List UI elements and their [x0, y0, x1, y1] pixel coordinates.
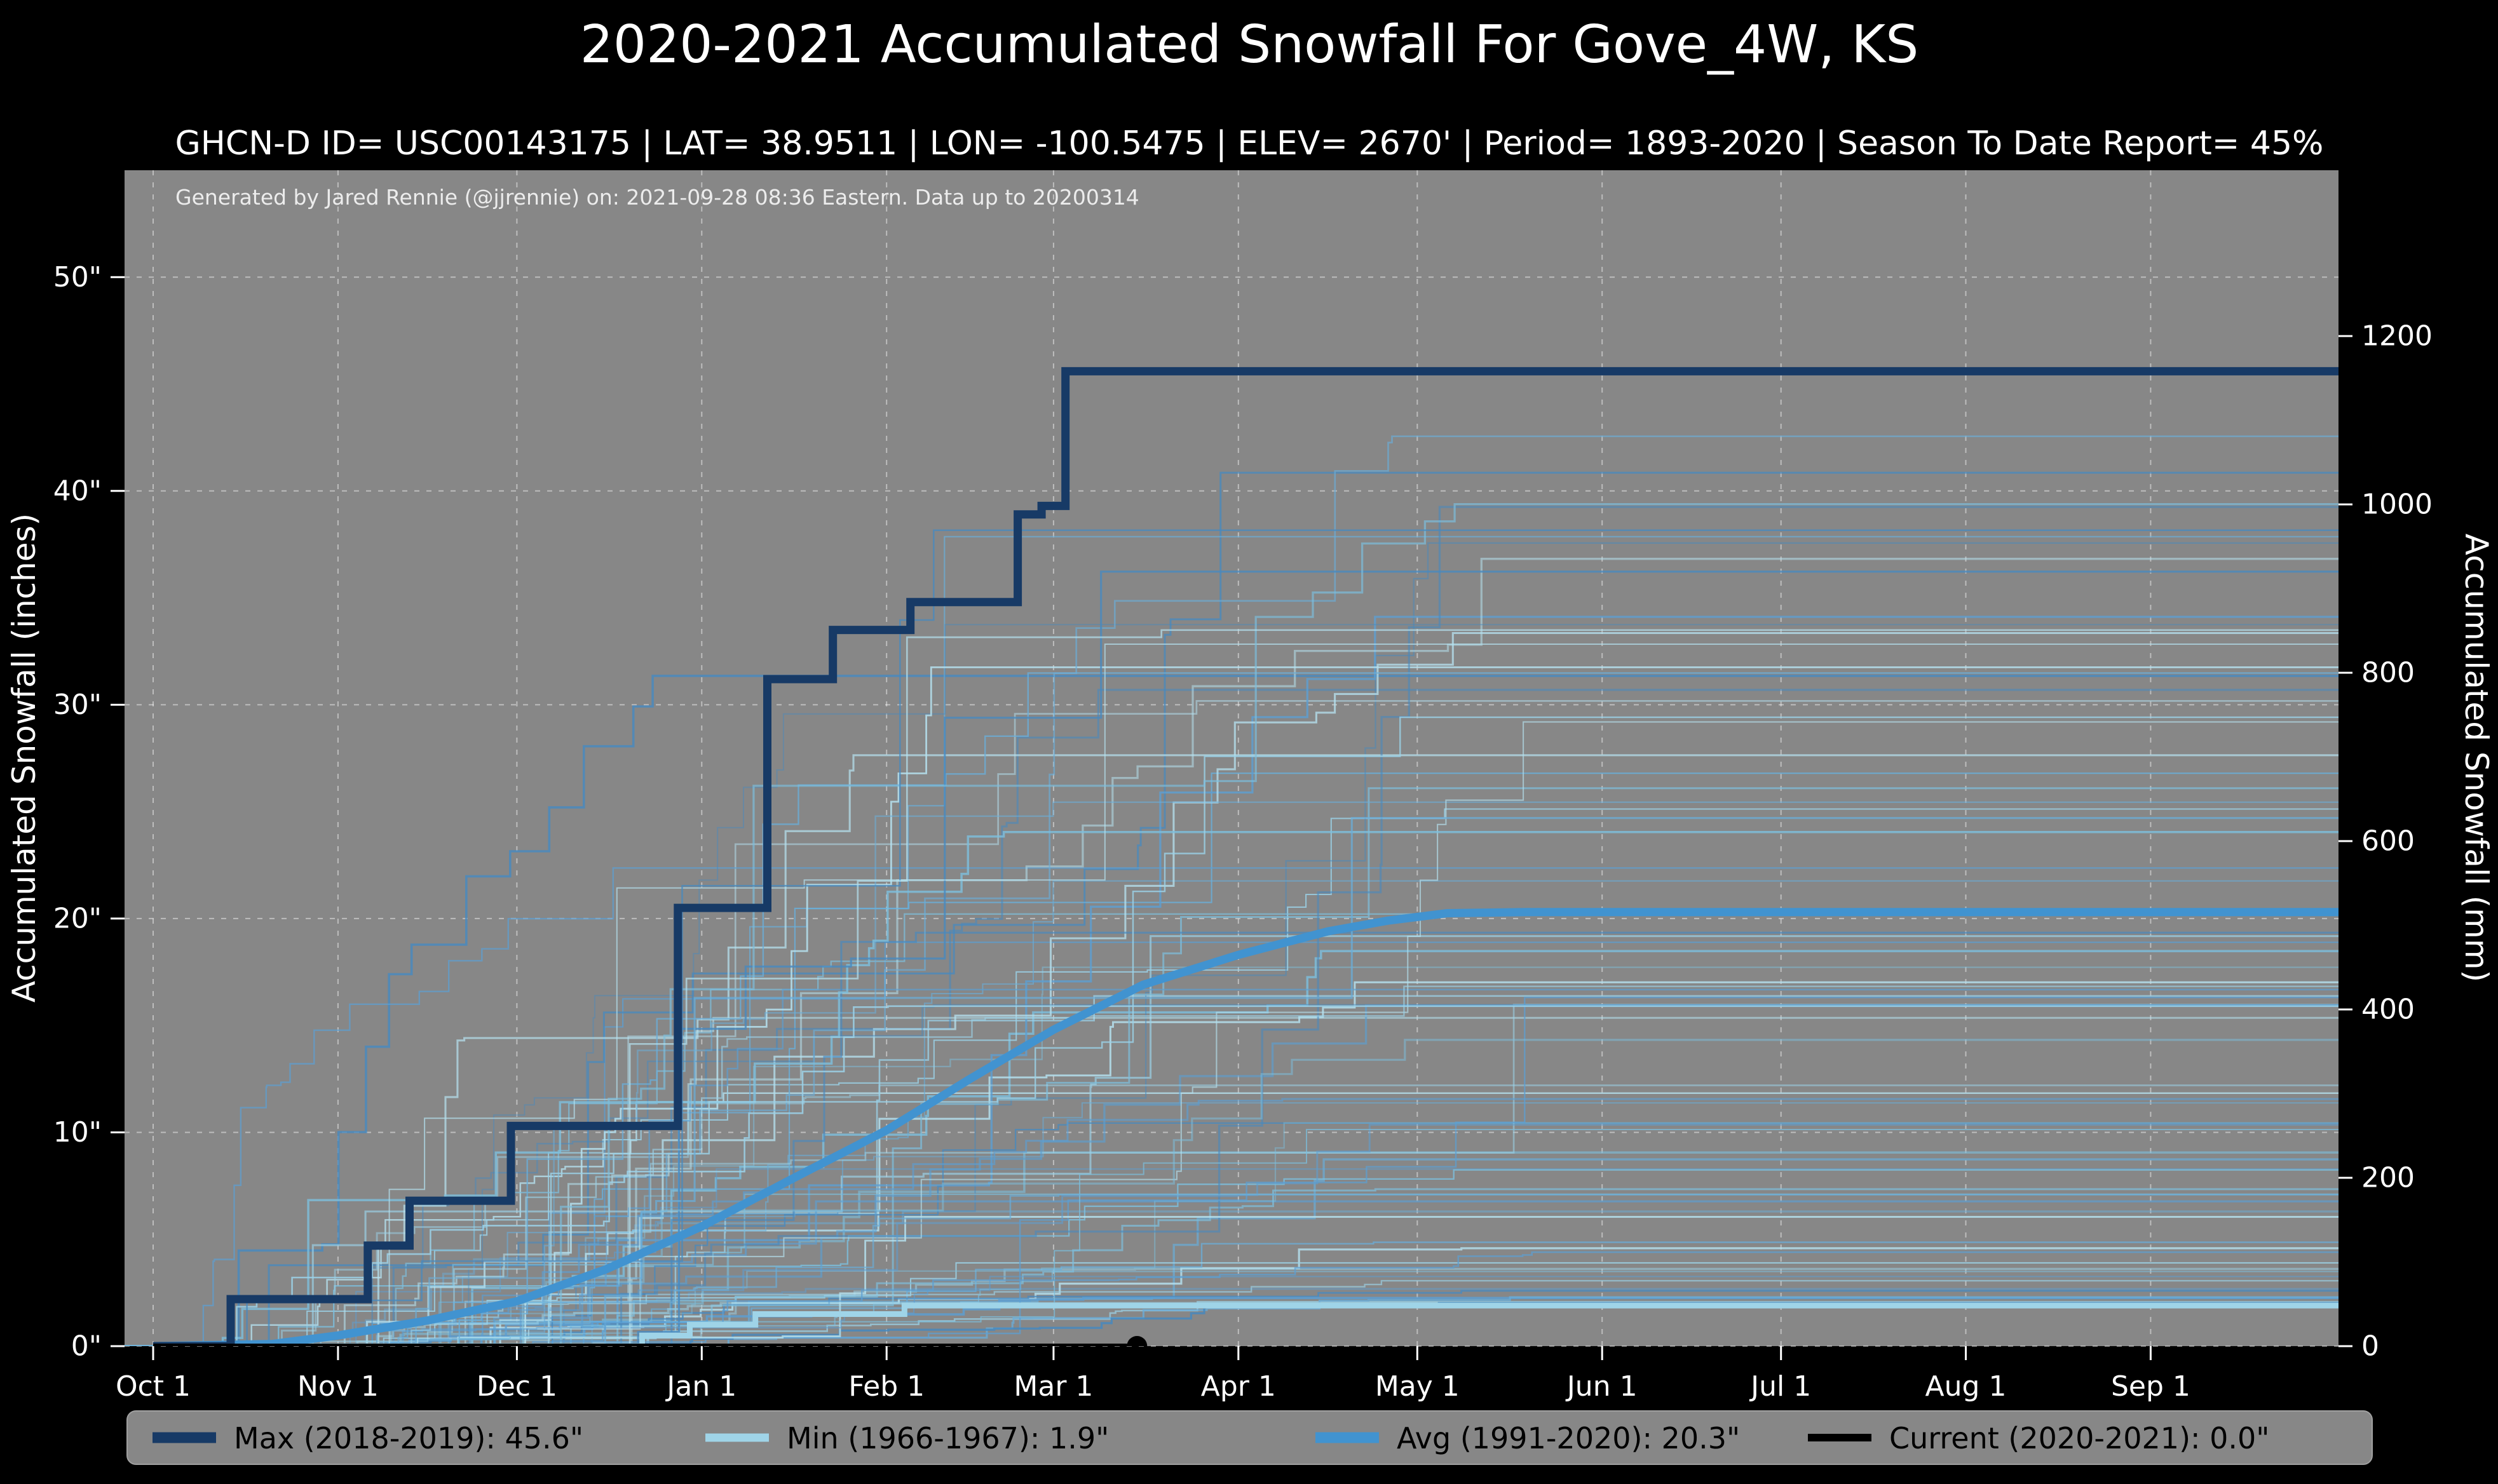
historical-line: [125, 935, 2338, 1346]
x-tick-label: Mar 1: [1014, 1370, 1093, 1403]
legend-item-avg: Avg (1991-2020): 20.3": [1315, 1421, 1740, 1455]
x-tick-label: Oct 1: [116, 1370, 191, 1403]
legend-item-current: Current (2020-2021): 0.0": [1808, 1421, 2269, 1455]
historical-line: [125, 506, 2338, 1346]
historical-line: [125, 629, 2338, 1346]
historical-line: [125, 1262, 2338, 1346]
historical-line: [125, 675, 2338, 1346]
legend: Max (2018-2019): 45.6" Min (1966-1967): 1…: [126, 1410, 2373, 1465]
historical-line: [125, 950, 2338, 1346]
highlight-series-lines: [153, 367, 2338, 1346]
historical-line: [125, 672, 2338, 1346]
series-line-avg: [153, 908, 2338, 1346]
historical-line: [125, 631, 2338, 1346]
historical-line: [125, 1210, 2338, 1346]
x-tick-label: Aug 1: [1925, 1370, 2007, 1403]
current-end-marker: [1127, 1336, 1148, 1346]
x-tick-label: Nov 1: [297, 1370, 379, 1403]
plot-area: [125, 170, 2338, 1346]
x-tick-label: Feb 1: [848, 1370, 925, 1403]
historical-line: [125, 1251, 2338, 1346]
y2-tick-label: 0: [2361, 1330, 2379, 1363]
legend-item-max: Max (2018-2019): 45.6": [153, 1421, 583, 1455]
historical-line: [125, 1003, 2338, 1346]
x-tick-label: Jan 1: [665, 1370, 737, 1403]
annotation: Generated by Jared Rennie (@jjrennie) on…: [175, 185, 1139, 210]
y-axis-label-right: Accumulated Snowfall (mm): [2458, 534, 2495, 982]
axes: 0" 10" 20" 30" 40" 50" Oct 1 Nov 1 Dec 1 Jan 1 Feb…: [53, 261, 2433, 1403]
historical-line: [125, 1200, 2338, 1346]
historical-line: [125, 716, 2338, 1346]
historical-line: [125, 913, 2338, 1346]
x-tick-label: Sep 1: [2111, 1370, 2190, 1403]
legend-label: Avg (1991-2020): 20.3": [1397, 1421, 1740, 1455]
chart-title: 2020-2021 Accumulated Snowfall For Gove_…: [580, 15, 1919, 75]
historical-line: [125, 721, 2338, 1346]
x-tick-label: Apr 1: [1201, 1370, 1276, 1403]
historical-line: [125, 1193, 2338, 1346]
y2-tick-label: 1000: [2361, 489, 2433, 521]
historical-line: [125, 1188, 2338, 1346]
legend-label: Current (2020-2021): 0.0": [1889, 1421, 2269, 1455]
y-tick-label: 30": [53, 689, 102, 721]
historical-line: [125, 570, 2338, 1346]
legend-item-min: Min (1966-1967): 1.9": [705, 1421, 1109, 1455]
series-line-min: [153, 1302, 2338, 1346]
x-tick-label: May 1: [1375, 1370, 1460, 1403]
historical-line: [125, 542, 2338, 1346]
chart-subtitle: GHCN-D ID= USC00143175 | LAT= 38.9511 | …: [175, 125, 2324, 163]
historical-line: [125, 772, 2338, 1346]
historical-line: [125, 1098, 2338, 1346]
y2-tick-label: 400: [2361, 994, 2415, 1026]
historical-line: [125, 1194, 2338, 1346]
y-tick-label: 40": [53, 475, 102, 507]
y-tick-label: 50": [53, 261, 102, 293]
y-tick-label: 10": [53, 1116, 102, 1149]
y2-tick-label: 600: [2361, 825, 2415, 858]
y-tick-label: 20": [53, 902, 102, 934]
x-tick-label: Dec 1: [477, 1370, 557, 1403]
historical-line: [125, 503, 2338, 1346]
y2-tick-label: 1200: [2361, 320, 2433, 353]
y-tick-label: 0": [71, 1330, 102, 1363]
y-axis-label-left: Accumulated Snowfall (inches): [6, 513, 43, 1002]
historical-line: [125, 817, 2338, 1346]
y2-tick-label: 200: [2361, 1162, 2415, 1194]
historical-line: [125, 1276, 2338, 1346]
historical-line: [125, 644, 2338, 1346]
historical-line: [125, 1129, 2338, 1346]
historical-line: [125, 867, 2338, 1346]
legend-label: Min (1966-1967): 1.9": [787, 1421, 1109, 1455]
x-tick-label: Jun 1: [1565, 1370, 1638, 1403]
historical-line: [125, 808, 2338, 1346]
x-tick-label: Jul 1: [1749, 1370, 1811, 1403]
y2-tick-label: 800: [2361, 657, 2415, 689]
historical-line: [125, 754, 2338, 1346]
series-line-max: [153, 367, 2338, 1346]
legend-label: Max (2018-2019): 45.6": [234, 1421, 583, 1455]
historical-line: [125, 666, 2338, 1346]
legend-box: [126, 1410, 2373, 1465]
